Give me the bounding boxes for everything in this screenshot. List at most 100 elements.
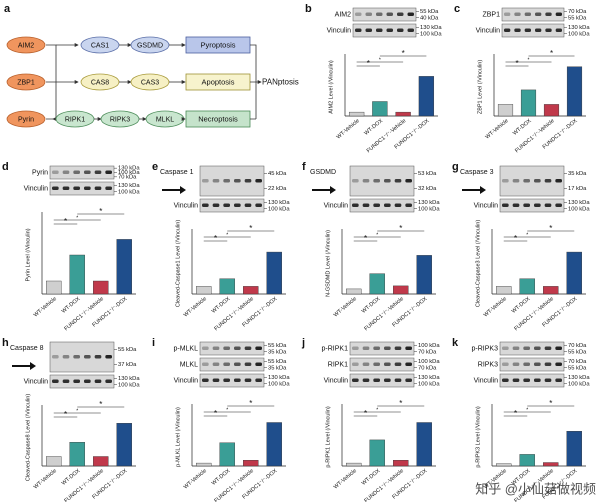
molecule-label: GSDMD [137, 42, 163, 49]
band [52, 186, 59, 190]
band [514, 12, 521, 16]
bar [266, 422, 282, 467]
band [544, 362, 552, 366]
band [405, 378, 412, 382]
band [555, 346, 562, 350]
band [544, 346, 552, 350]
band [52, 170, 59, 174]
band [362, 346, 370, 350]
bar [566, 431, 582, 467]
outcome-label: Pyroptosis [200, 40, 235, 49]
bar [369, 273, 385, 295]
kda-label: 130 kDa [118, 376, 140, 382]
panel-letter: d [2, 161, 9, 173]
band [212, 179, 220, 183]
band [355, 28, 362, 32]
blot [349, 198, 415, 213]
band [362, 203, 370, 207]
kda-label: 100 kDa [568, 381, 590, 387]
kda-label: 100 kDa [268, 206, 290, 212]
kda-label: 40 kDa [420, 15, 439, 21]
kda-label: 55 kDa [268, 359, 287, 365]
x-tick-label: WT-Vehicle [333, 296, 358, 318]
kda-label: 70 kDa [418, 349, 437, 355]
y-axis-label: AIM2 Level (/Vinculin) [328, 60, 334, 114]
bar [93, 280, 109, 295]
sig-label: * [526, 407, 528, 413]
bar [346, 462, 362, 467]
bar [116, 423, 132, 467]
band [255, 346, 262, 350]
band [555, 179, 562, 183]
bar [69, 254, 85, 295]
kda-label: 55 kDa [268, 343, 287, 349]
sig-label: * [379, 57, 381, 63]
x-tick-label: WT-DOX [361, 296, 382, 315]
band [514, 28, 521, 32]
sig-label: * [367, 59, 370, 68]
outcome-label: Apoptosis [202, 77, 235, 86]
panel-letter: g [452, 161, 459, 173]
band [523, 203, 530, 207]
band [355, 12, 362, 16]
band [545, 12, 552, 16]
bar [93, 456, 109, 467]
x-tick-label: WT-Vehicle [33, 468, 58, 490]
band [373, 378, 380, 382]
bar [116, 239, 132, 295]
blot [199, 165, 265, 197]
kda-label: 130 kDa [118, 166, 140, 172]
sig-label: * [399, 224, 402, 233]
blot [499, 341, 565, 356]
band [555, 362, 562, 366]
blot [49, 181, 115, 196]
band [407, 28, 414, 32]
bar [69, 442, 85, 467]
bar [519, 454, 535, 467]
sig-label: * [526, 232, 528, 238]
band [555, 12, 562, 16]
band [84, 379, 91, 383]
source-label: ZBP1 [17, 79, 35, 86]
band [386, 12, 393, 16]
source-label: Pyrin [18, 116, 34, 123]
panel-letter: k [452, 337, 459, 349]
band [502, 346, 509, 350]
blot-label: ZBP1 [482, 11, 500, 18]
y-axis-label: p-MLKL Level (/Vinculin) [175, 407, 181, 467]
band [523, 179, 530, 183]
bar [497, 104, 514, 117]
band [105, 170, 112, 174]
band [373, 362, 380, 366]
band [234, 203, 241, 207]
bar [46, 280, 62, 295]
blot-label: RIPK1 [328, 361, 348, 368]
band [384, 179, 391, 183]
kda-label: 32 kDa [418, 186, 437, 192]
blot-label: Vinculin [474, 377, 498, 384]
panel-letter: j [301, 337, 305, 349]
band [94, 170, 102, 174]
blot-label: Caspase 3 [460, 169, 494, 176]
sig-label: * [249, 399, 252, 408]
kda-label: 35 kDa [268, 349, 287, 355]
kda-label: 55 kDa [420, 9, 439, 15]
band-arrow [312, 186, 336, 194]
x-tick-label: WT-DOX [61, 468, 82, 487]
y-axis-label: Cleaved-Caspase8 Level (/Vinculin) [25, 394, 31, 482]
band [544, 203, 552, 207]
band [73, 355, 80, 359]
watermark: 知乎 @小仙菇做视频 [475, 481, 596, 496]
band [202, 362, 209, 366]
band [62, 379, 70, 383]
band [512, 203, 520, 207]
band [365, 28, 372, 32]
band [394, 362, 402, 366]
blot [349, 341, 415, 356]
band [512, 179, 520, 183]
band [352, 378, 359, 382]
kda-label: 70 kDa [118, 174, 137, 180]
x-tick-label: WT-Vehicle [33, 296, 58, 318]
blot [501, 7, 565, 22]
panel-letter: f [302, 161, 306, 173]
